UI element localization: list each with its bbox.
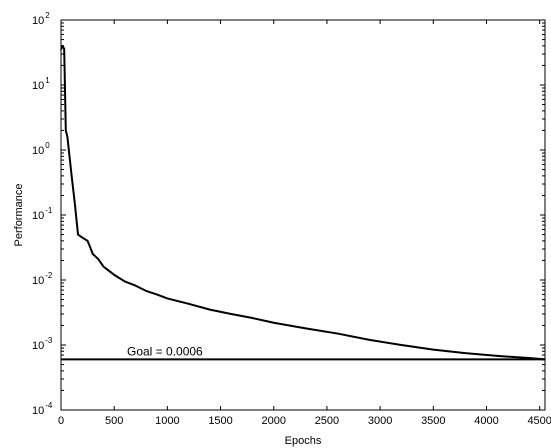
- plot-content: Goal = 0.0006: [60, 44, 546, 361]
- performance-series-line: [60, 44, 546, 361]
- y-tick-label: 100: [32, 141, 50, 157]
- x-tick-label: 4000: [474, 415, 498, 427]
- y-tick-label: 101: [32, 76, 50, 92]
- x-tick-label: 2500: [315, 415, 339, 427]
- x-tick-label: 500: [105, 415, 123, 427]
- x-tick-label: 3500: [421, 415, 445, 427]
- x-axis: 0 500 1000 1500 2000 2500 3000 3500 4000 4500: [58, 20, 551, 427]
- y-tick-label: 10-1: [32, 206, 53, 222]
- x-tick-label: 1000: [155, 415, 179, 427]
- y-tick-label: 10-2: [32, 271, 53, 287]
- y-axis-label: Performance: [13, 184, 25, 247]
- goal-label: Goal = 0.0006: [127, 344, 203, 358]
- x-tick-label: 1500: [208, 415, 232, 427]
- x-tick-label: 2000: [262, 415, 286, 427]
- x-axis-label: Epochs: [285, 435, 322, 447]
- y-tick-label: 102: [32, 11, 50, 27]
- x-tick-label: 4500: [527, 415, 551, 427]
- y-tick-label: 10-4: [32, 401, 53, 417]
- x-tick-label: 0: [58, 415, 64, 427]
- plot-area: [60, 19, 546, 411]
- x-tick-label: 3000: [368, 415, 392, 427]
- y-tick-label: 10-3: [32, 336, 53, 352]
